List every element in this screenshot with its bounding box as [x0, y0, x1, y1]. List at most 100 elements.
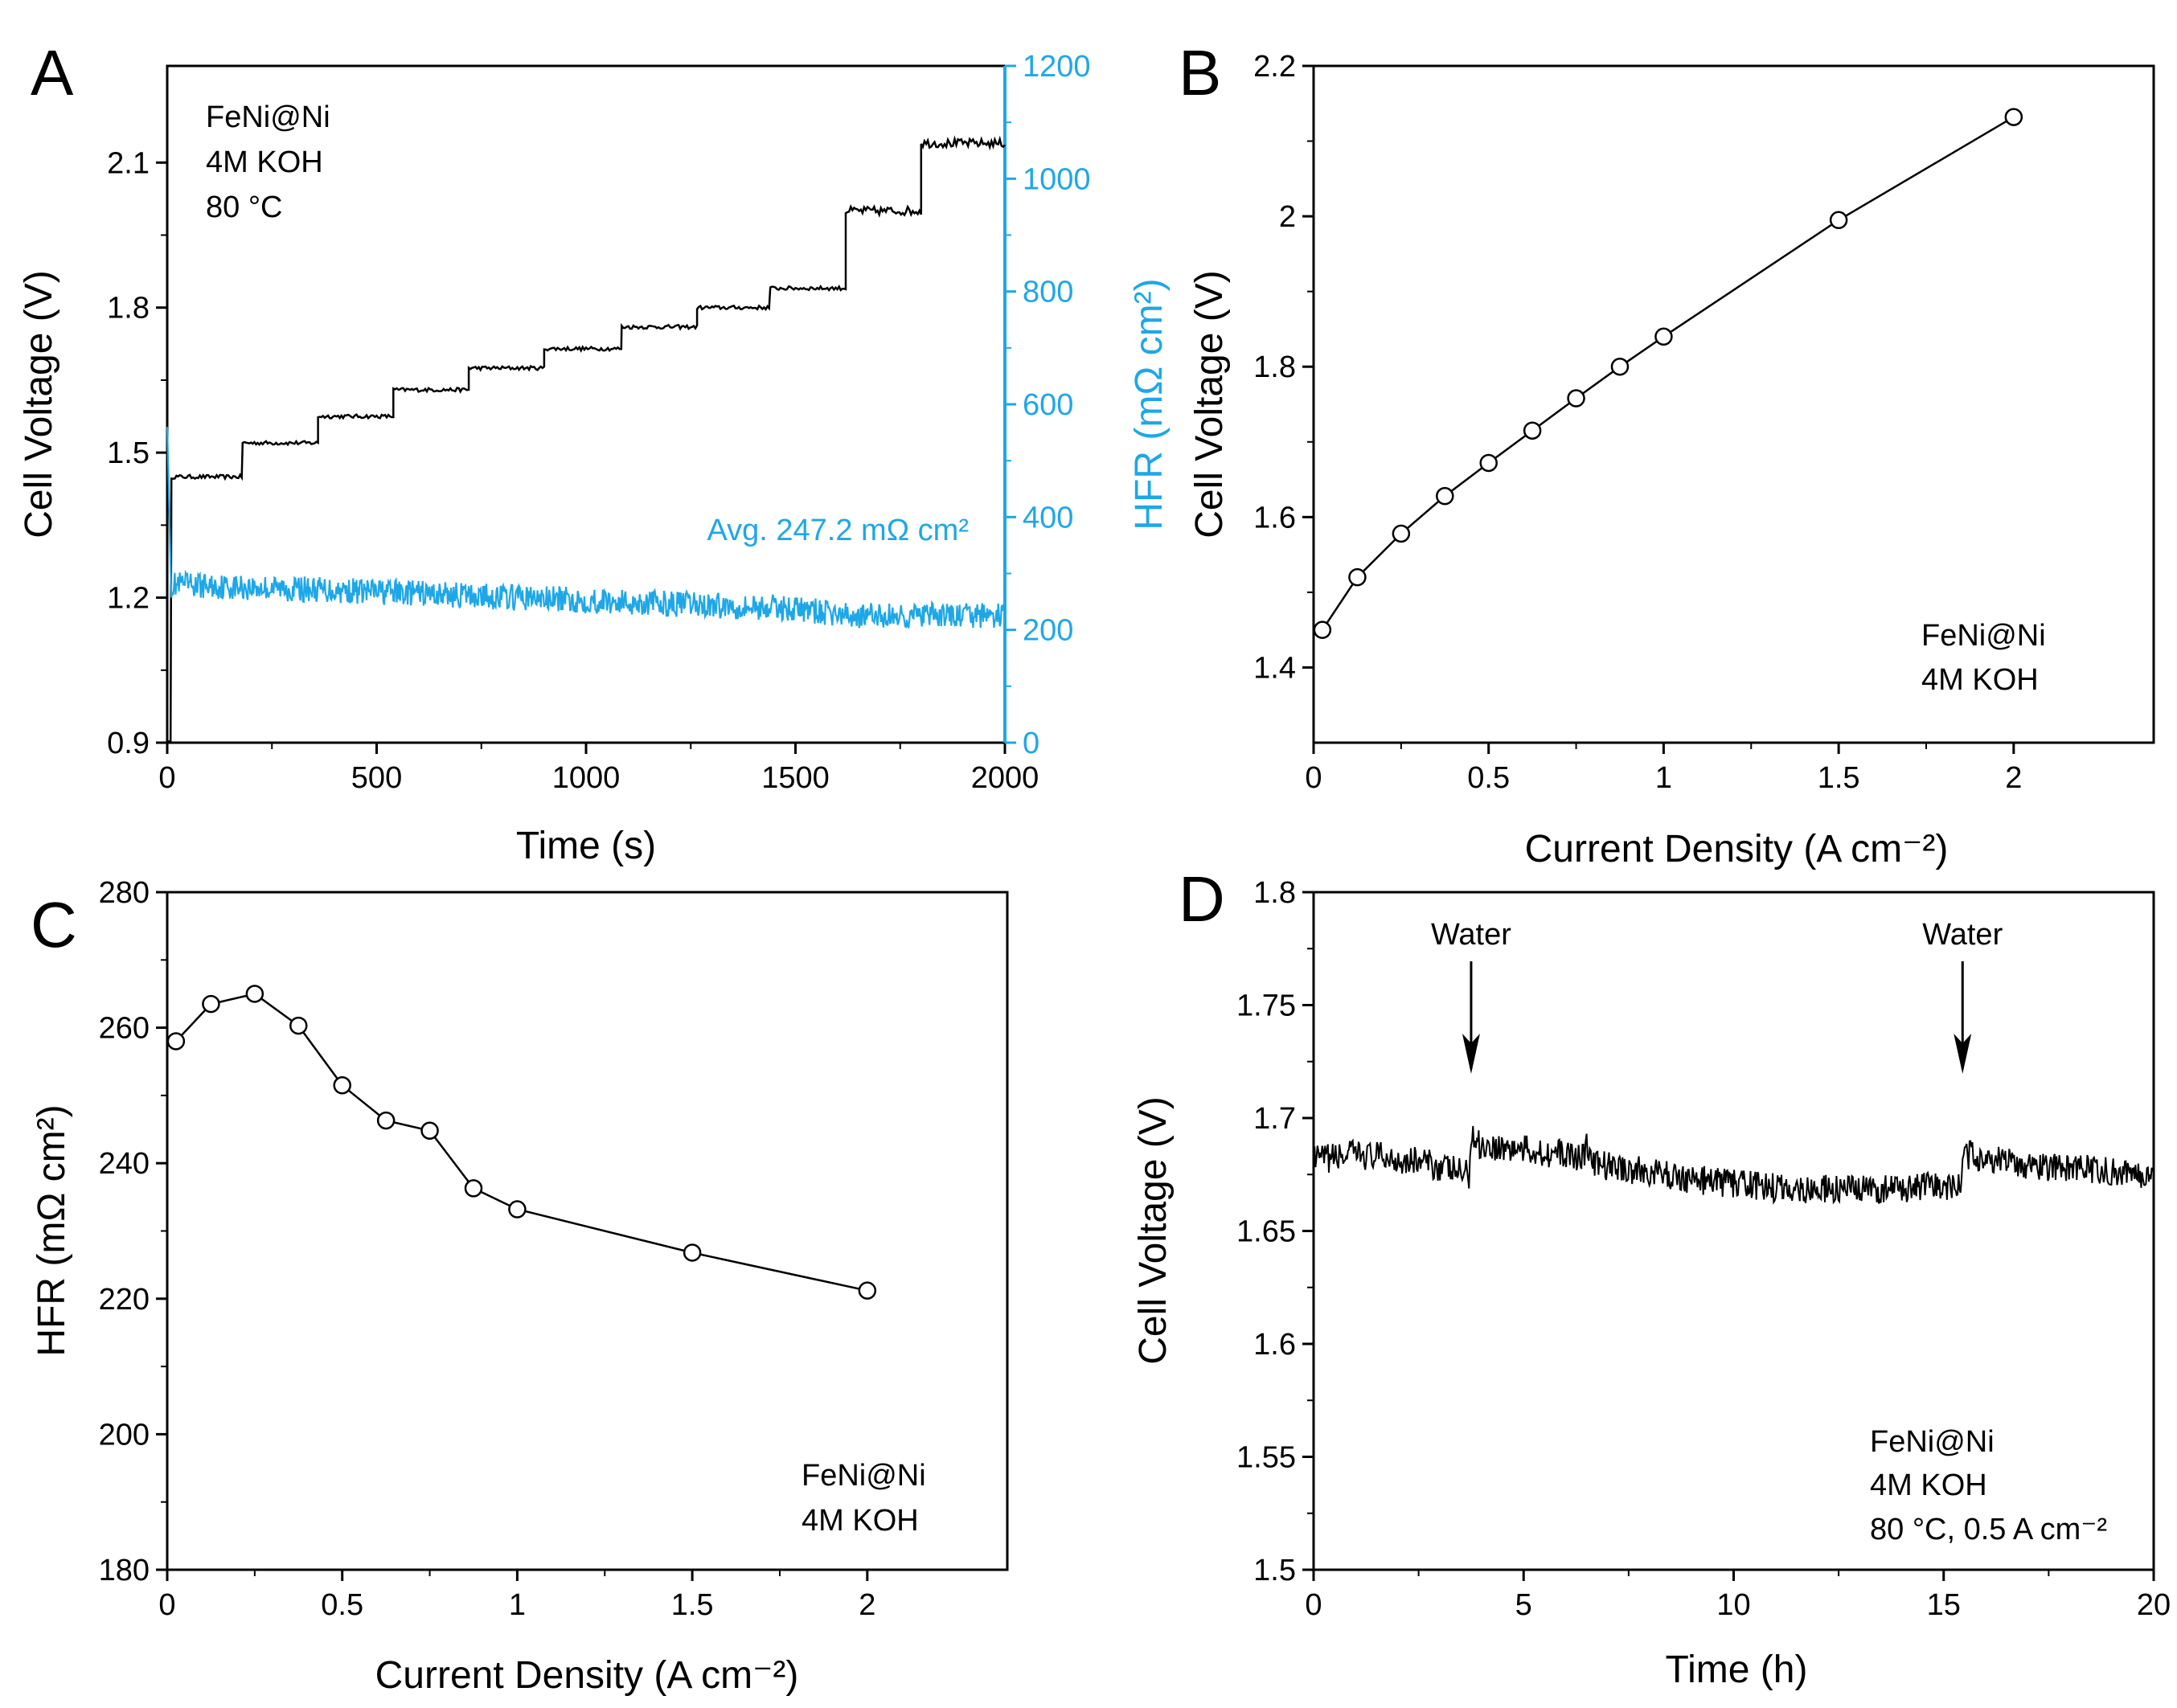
x-tick-label-b: 1	[1655, 761, 1672, 795]
x-tick-label-c: 1.5	[671, 1588, 714, 1622]
annotation-c-line1: FeNi@Ni	[802, 1459, 926, 1493]
axis-ticks-a: 0 500 1000 1500 2000 0.9 1.2 1.5 1.8 2.1 0 200 400 60…	[107, 50, 1090, 795]
data-point-c	[508, 1200, 527, 1219]
y-axis-label-c: HFR (mΩ cm²)	[31, 1104, 73, 1356]
y-tick-label-a: 1.2	[107, 582, 150, 616]
y-tick-label-d: 1.8	[1253, 876, 1296, 910]
x-tick-label-c: 2	[859, 1588, 875, 1622]
y2-tick-label: 600	[1023, 388, 1073, 422]
series-line-b	[1321, 116, 2015, 631]
series-d: Water Water	[1313, 918, 2154, 1205]
panel-b: B 0 0.5 1 1.5 21.41.61.822.2 FeNi@Ni 4M KOH …	[1179, 37, 2155, 870]
panel-label-d: D	[1179, 863, 1225, 935]
y2-tick-label: 1000	[1023, 162, 1091, 196]
panel-label-c: C	[31, 889, 77, 960]
x-tick-label-b: 2	[2005, 761, 2022, 795]
annotation-b: FeNi@Ni 4M KOH	[1921, 619, 2046, 697]
y2-tick-label: 1200	[1023, 50, 1091, 84]
y-tick-label-c: 200	[99, 1418, 150, 1452]
data-point-c	[683, 1243, 702, 1262]
data-point-b	[1479, 453, 1498, 473]
annotation-c-line2: 4M KOH	[802, 1504, 919, 1538]
y2-axis-label-a: HFR (mΩ cm²)	[1128, 278, 1170, 530]
data-point-b	[1829, 211, 1848, 230]
y-tick-label-b: 2.2	[1253, 50, 1296, 84]
data-point-c	[245, 985, 264, 1003]
water-event-arrowhead	[1954, 1034, 1972, 1074]
data-point-b	[2004, 108, 2023, 126]
x-tick-label-d: 10	[1716, 1588, 1750, 1622]
data-point-c	[202, 994, 220, 1014]
annotation-a: FeNi@Ni 4M KOH 80 °C	[206, 100, 330, 224]
y2-tick-label: 400	[1023, 501, 1073, 535]
x-tick-label-a: 2000	[971, 761, 1039, 795]
x-axis-label-a: Time (s)	[516, 825, 656, 867]
y-tick-label-b: 1.4	[1253, 651, 1296, 685]
data-point-b	[1610, 357, 1630, 376]
y-tick-label-c: 240	[99, 1147, 150, 1181]
x-tick-label-d: 20	[2137, 1588, 2171, 1622]
y-tick-label-b: 1.6	[1253, 501, 1296, 535]
x-tick-label-d: 0	[1305, 1588, 1322, 1622]
panel-d: D 0 5 10 15 20 1.5 1.55 1.6 1.65 1.7 1.75 1.8 Water…	[1132, 863, 2171, 1691]
data-point-c	[166, 1032, 186, 1051]
axis-ticks-b: 0 0.5 1 1.5 2 1.4 1.6 1.8 2 2.2	[1253, 50, 2022, 795]
series-a	[166, 135, 1007, 745]
data-point-c	[858, 1281, 877, 1300]
annotation-d-line3: 80 °C, 0.5 A cm⁻²	[1870, 1513, 2107, 1546]
panel-label-a: A	[31, 37, 74, 109]
y-tick-label-d: 1.55	[1236, 1441, 1296, 1475]
panel-label-b: B	[1179, 37, 1221, 109]
y-tick-label-d: 1.65	[1236, 1215, 1296, 1249]
series-c	[166, 985, 877, 1300]
data-point-c	[464, 1179, 483, 1198]
x-tick-label-a: 1500	[761, 761, 830, 795]
y-tick-label-d: 1.6	[1253, 1328, 1296, 1362]
annotation-a-line2: 4M KOH	[206, 145, 323, 179]
plot-frame-b	[1312, 64, 2155, 744]
y-axis-label-a: Cell Voltage (V)	[18, 270, 60, 539]
x-tick-label-c: 0.5	[321, 1588, 363, 1622]
annotation-b-line2: 4M KOH	[1921, 663, 2039, 697]
y-tick-label-c: 220	[99, 1283, 150, 1317]
y-axis-label-d: Cell Voltage (V)	[1132, 1096, 1175, 1365]
y-axis-label-b: Cell Voltage (V)	[1188, 270, 1231, 539]
annotation-d-line2: 4M KOH	[1870, 1468, 1987, 1502]
plot-frame-d	[1312, 891, 2155, 1571]
y-tick-label-b: 2	[1279, 200, 1296, 234]
series-line-c	[174, 993, 868, 1292]
data-point-b	[1392, 524, 1411, 543]
y-tick-label-c: 280	[99, 876, 150, 910]
x-tick-label-c: 0	[158, 1588, 175, 1622]
panel-c: C 0 0.5 1 1.5 2 180 200 220 240 260 280 FeNi@Ni 4M…	[31, 876, 1009, 1697]
x-tick-label-a: 0	[158, 761, 175, 795]
y-tick-label-c: 180	[99, 1554, 150, 1587]
data-point-c	[420, 1121, 439, 1140]
x-tick-label-a: 500	[351, 761, 402, 795]
x-tick-label-b: 0.5	[1467, 761, 1510, 795]
y-tick-label-a: 1.5	[107, 436, 150, 470]
annotation-a-line1: FeNi@Ni	[206, 100, 330, 134]
annotation-d-line1: FeNi@Ni	[1870, 1425, 1995, 1459]
water-event-arrowhead	[1462, 1034, 1480, 1074]
x-tick-label-b: 0	[1305, 761, 1322, 795]
annotation-b-line1: FeNi@Ni	[1921, 619, 2046, 653]
annotation-a-line3: 80 °C	[206, 190, 282, 224]
hfr-average-label: Avg. 247.2 mΩ cm²	[707, 514, 970, 547]
x-tick-label-c: 1	[509, 1588, 526, 1622]
data-point-b	[1523, 421, 1542, 440]
data-point-b	[1654, 327, 1673, 346]
axis-ticks-d: 0 5 10 15 20 1.5 1.55 1.6 1.65 1.7 1.75 1.8	[1236, 876, 2171, 1622]
y2-tick-label: 800	[1023, 276, 1073, 309]
axis-ticks-c: 0 0.5 1 1.5 2 180 200 220 240 260 280	[99, 876, 876, 1622]
data-point-b	[1348, 567, 1367, 587]
data-point-c	[376, 1111, 396, 1130]
x-axis-label-b: Current Density (A cm⁻²)	[1525, 828, 1949, 870]
y-tick-label-b: 1.8	[1253, 350, 1296, 384]
voltage-series-line	[166, 135, 1006, 745]
y-tick-label-a: 0.9	[107, 727, 150, 760]
x-tick-label-b: 1.5	[1818, 761, 1860, 795]
data-point-b	[1567, 389, 1585, 408]
voltage-series-line-d	[1313, 1125, 2154, 1205]
